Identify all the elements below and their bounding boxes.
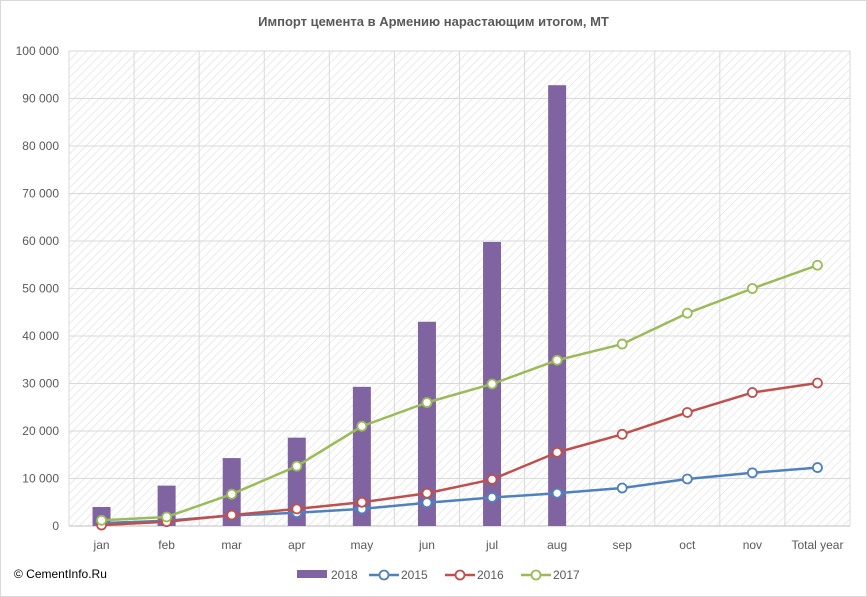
point-2017 [486, 378, 498, 390]
point-2017 [356, 420, 368, 432]
bar-2018 [548, 85, 567, 526]
point-2017 [421, 397, 433, 408]
point-2017 [226, 488, 238, 500]
point-2015 [551, 487, 563, 499]
x-tick-label: sep [613, 538, 633, 552]
bar-2018 [417, 321, 436, 526]
y-tick-label: 100 000 [16, 44, 60, 58]
point-2017 [96, 514, 107, 526]
x-tick-label: apr [288, 538, 305, 552]
x-tick-label: jun [418, 538, 435, 552]
point-2017 [551, 354, 563, 366]
x-tick-label: may [351, 538, 374, 552]
point-2016 [486, 474, 498, 485]
point-2015 [746, 467, 758, 479]
point-2015 [421, 497, 433, 509]
y-tick-label: 10 000 [22, 472, 59, 486]
point-2017 [812, 259, 823, 271]
point-2016 [681, 407, 693, 418]
point-2017 [681, 307, 693, 319]
point-2016 [551, 446, 563, 458]
y-tick-label: 40 000 [22, 329, 59, 343]
point-2017 [616, 338, 628, 350]
line-2016 [101, 381, 818, 527]
legend-marker-2016 [454, 569, 466, 581]
line-2017 [101, 264, 818, 522]
y-tick-label: 90 000 [22, 92, 59, 106]
y-tick-label: 0 [52, 519, 59, 533]
x-tick-label: oct [679, 538, 696, 552]
legend-marker-2017 [530, 569, 542, 581]
legend-label-2017: 2017 [553, 568, 580, 582]
legend-label-2016: 2016 [477, 568, 504, 582]
y-tick-label: 20 000 [22, 424, 59, 438]
point-2016 [616, 428, 628, 440]
y-tick-label: 80 000 [22, 139, 59, 153]
x-tick-label: aug [547, 538, 567, 552]
bar-2018 [352, 386, 371, 526]
y-tick-label: 50 000 [22, 282, 59, 296]
legend-label-2018: 2018 [331, 568, 358, 582]
point-2016 [746, 387, 758, 398]
point-2017 [746, 283, 758, 294]
point-2016 [421, 487, 433, 499]
x-tick-label: jul [485, 538, 498, 552]
point-2017 [291, 460, 303, 472]
point-2015 [616, 482, 628, 494]
legend-label-2015: 2015 [401, 568, 428, 582]
y-tick-label: 60 000 [22, 234, 59, 248]
y-tick-label: 30 000 [22, 377, 59, 391]
x-tick-label: nov [743, 538, 762, 552]
point-2016 [812, 377, 823, 389]
legend-marker-2015 [378, 569, 390, 581]
credit-text: © CementInfo.Ru [14, 567, 107, 581]
point-2015 [812, 462, 823, 473]
x-tick-label: jan [93, 538, 110, 552]
bar-2018 [287, 437, 306, 526]
point-2016 [226, 509, 238, 521]
x-tick-label: Total year [791, 538, 843, 552]
y-tick-label: 70 000 [22, 187, 59, 201]
point-2015 [486, 492, 498, 503]
x-tick-label: feb [158, 538, 175, 552]
chart-title: Импорт цемента в Армению нарастающим ито… [258, 14, 609, 29]
legend-swatch-2018 [297, 570, 327, 578]
point-2016 [291, 503, 303, 515]
point-2017 [161, 511, 173, 523]
x-tick-label: mar [221, 538, 242, 552]
point-2015 [681, 473, 693, 485]
point-2016 [356, 496, 368, 508]
